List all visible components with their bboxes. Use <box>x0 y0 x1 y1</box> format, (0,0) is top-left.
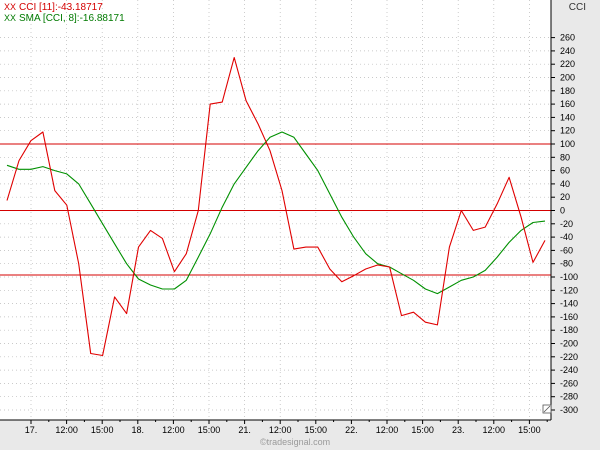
y-tick-label: -40 <box>560 232 573 242</box>
legend-sma-text: SMA [CCI, 8]:-16.88171 <box>19 13 125 24</box>
y-tick-label: 40 <box>560 179 570 189</box>
y-tick-label: -160 <box>560 312 578 322</box>
indicator-icon: XX <box>4 2 17 12</box>
y-tick-label: 160 <box>560 99 575 109</box>
y-tick-label: 0 <box>560 206 565 216</box>
x-tick-label: 12:00 <box>269 425 292 435</box>
legend-cci-text: CCI [11]:-43.18717 <box>19 2 103 13</box>
y-tick-label: 200 <box>560 73 575 83</box>
y-tick-label: -60 <box>560 245 573 255</box>
legend-cci[interactable]: XX CCI [11]:-43.18717 <box>4 2 103 13</box>
y-tick-label: -280 <box>560 392 578 402</box>
y-tick-label: -20 <box>560 219 573 229</box>
x-tick-label: 15:00 <box>198 425 221 435</box>
y-tick-label: 80 <box>560 152 570 162</box>
y-tick-label: -180 <box>560 325 578 335</box>
watermark: ©tradesignal.com <box>260 437 331 447</box>
x-tick-label: 23. <box>452 425 465 435</box>
cci-line <box>6 56 546 357</box>
y-tick-label: 240 <box>560 46 575 56</box>
x-tick-label: 12:00 <box>55 425 78 435</box>
y-tick-label: 120 <box>560 126 575 136</box>
y-tick-label: 180 <box>560 86 575 96</box>
x-tick-label: 12:00 <box>376 425 399 435</box>
y-tick-label: -80 <box>560 259 573 269</box>
y-tick-label: 20 <box>560 192 570 202</box>
y-tick-label: -260 <box>560 378 578 388</box>
x-tick-label: 15:00 <box>518 425 541 435</box>
y-tick-label: -300 <box>560 405 578 415</box>
y-tick-label: 260 <box>560 33 575 43</box>
x-tick-label: 12:00 <box>483 425 506 435</box>
x-tick-label: 15:00 <box>411 425 434 435</box>
x-tick-label: 15:00 <box>91 425 114 435</box>
y-tick-label: 220 <box>560 59 575 69</box>
x-tick-label: 21. <box>238 425 251 435</box>
x-tick-label: 18. <box>132 425 145 435</box>
y-tick-label: -140 <box>560 299 578 309</box>
x-tick-label: 22. <box>345 425 358 435</box>
y-tick-label: -240 <box>560 365 578 375</box>
x-tick-label: 17. <box>25 425 38 435</box>
sma-line <box>6 131 546 295</box>
resize-handle-icon[interactable] <box>542 404 552 414</box>
y-tick-label: 100 <box>560 139 575 149</box>
panel-label: CCI <box>568 2 586 13</box>
x-tick-label: 12:00 <box>162 425 185 435</box>
legend-sma[interactable]: XX SMA [CCI, 8]:-16.88171 <box>4 13 125 24</box>
x-tick-label: 15:00 <box>305 425 328 435</box>
y-tick-label: -100 <box>560 272 578 282</box>
y-tick-label: -200 <box>560 339 578 349</box>
y-tick-label: -120 <box>560 285 578 295</box>
y-tick-label: 60 <box>560 166 570 176</box>
indicator-icon: XX <box>4 13 17 23</box>
y-tick-label: -220 <box>560 352 578 362</box>
y-tick-label: 140 <box>560 112 575 122</box>
